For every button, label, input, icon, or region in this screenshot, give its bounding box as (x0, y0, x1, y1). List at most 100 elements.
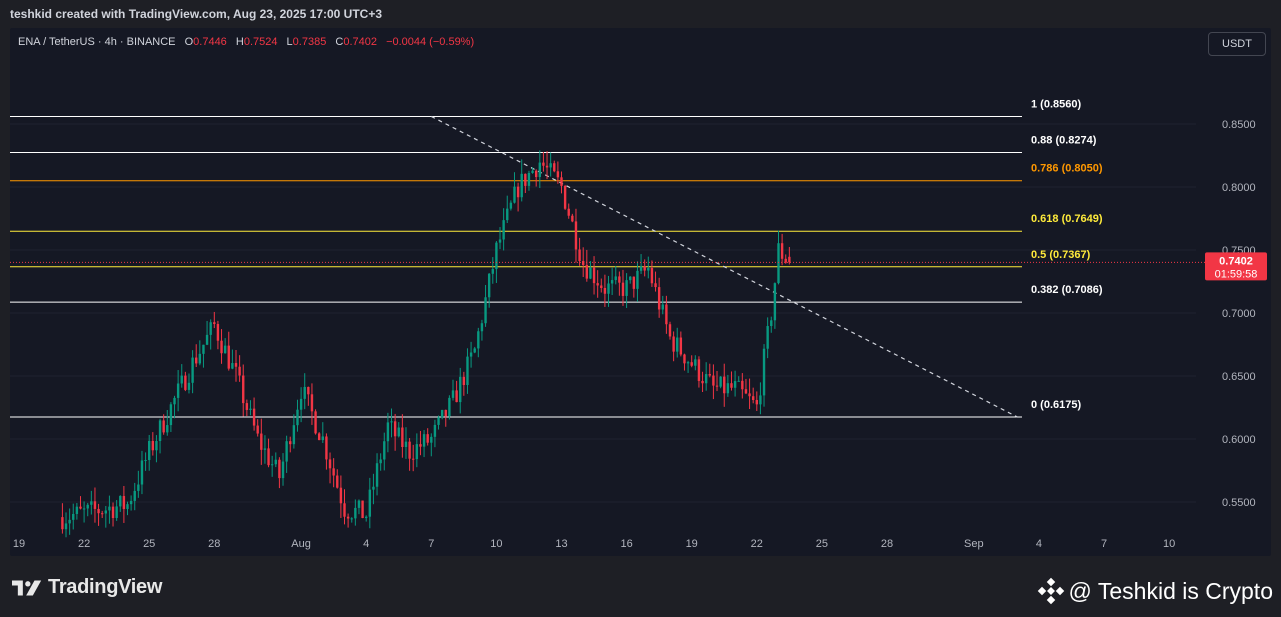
candle-body[interactable] (162, 420, 165, 433)
candle-body[interactable] (289, 441, 292, 445)
candle-body[interactable] (723, 376, 726, 394)
candle-body[interactable] (173, 397, 176, 405)
candle-body[interactable] (719, 376, 722, 387)
candle-body[interactable] (448, 397, 451, 417)
candle-body[interactable] (151, 440, 155, 451)
candle-body[interactable] (372, 486, 375, 490)
candle-body[interactable] (213, 322, 216, 325)
candle-body[interactable] (542, 162, 545, 166)
candle-body[interactable] (480, 323, 484, 332)
candle-body[interactable] (129, 500, 133, 505)
candle-body[interactable] (477, 331, 480, 349)
candle-body[interactable] (491, 269, 494, 274)
candle-body[interactable] (621, 282, 625, 296)
candle-body[interactable] (600, 285, 603, 289)
candle-body[interactable] (419, 444, 422, 447)
candle-body[interactable] (534, 170, 538, 178)
currency-button[interactable]: USDT (1208, 32, 1266, 56)
candle-body[interactable] (686, 362, 690, 364)
candle-body[interactable] (397, 427, 400, 437)
candle-body[interactable] (375, 463, 379, 487)
candle-body[interactable] (444, 409, 447, 417)
candle-body[interactable] (285, 441, 288, 462)
candle-body[interactable] (607, 283, 610, 294)
candle-body[interactable] (524, 173, 527, 186)
candle-body[interactable] (97, 508, 100, 514)
candle-body[interactable] (701, 380, 704, 384)
candle-body[interactable] (180, 375, 183, 384)
candle-body[interactable] (260, 433, 263, 450)
candle-body[interactable] (249, 408, 252, 410)
candle-body[interactable] (126, 504, 129, 509)
candle-body[interactable] (108, 506, 111, 511)
candle-body[interactable] (68, 519, 71, 524)
candle-body[interactable] (679, 337, 683, 355)
candle-body[interactable] (654, 283, 657, 288)
candle-body[interactable] (90, 501, 93, 505)
candle-body[interactable] (766, 326, 769, 349)
candle-body[interactable] (665, 304, 668, 325)
candle-body[interactable] (216, 324, 220, 341)
candle-body[interactable] (332, 468, 335, 476)
candle-body[interactable] (307, 386, 310, 395)
candle-body[interactable] (365, 516, 368, 519)
candle-body[interactable] (361, 500, 364, 519)
candle-body[interactable] (788, 256, 791, 263)
candle-body[interactable] (487, 273, 491, 298)
candle-body[interactable] (697, 359, 701, 381)
candle-body[interactable] (430, 436, 433, 443)
candle-body[interactable] (744, 389, 748, 394)
candle-body[interactable] (242, 375, 245, 404)
candle-body[interactable] (72, 513, 75, 520)
candle-body[interactable] (336, 475, 339, 488)
candle-body[interactable] (531, 170, 534, 173)
candle-body[interactable] (639, 266, 643, 271)
candle-body[interactable] (513, 186, 516, 203)
current-price-badge[interactable] (1205, 252, 1267, 281)
candle-body[interactable] (383, 441, 386, 460)
candle-body[interactable] (346, 516, 350, 519)
candle-body[interactable] (704, 374, 708, 384)
candle-body[interactable] (730, 383, 733, 388)
candle-body[interactable] (657, 287, 661, 310)
candle-body[interactable] (545, 165, 549, 168)
candle-body[interactable] (661, 304, 664, 310)
candle-body[interactable] (502, 220, 505, 240)
candle-body[interactable] (469, 352, 473, 357)
candle-body[interactable] (650, 267, 654, 284)
candle-body[interactable] (647, 267, 650, 271)
candle-body[interactable] (368, 489, 372, 517)
candle-body[interactable] (166, 425, 169, 433)
candle-body[interactable] (495, 242, 498, 270)
candle-body[interactable] (629, 276, 632, 281)
candle-body[interactable] (82, 508, 86, 510)
candle-body[interactable] (245, 403, 249, 410)
candle-body[interactable] (86, 504, 89, 509)
candle-body[interactable] (299, 398, 303, 410)
candle-body[interactable] (708, 374, 711, 376)
candle-body[interactable] (636, 270, 639, 289)
candle-body[interactable] (140, 460, 144, 485)
candle-body[interactable] (473, 348, 476, 353)
candle-body[interactable] (325, 436, 328, 460)
candle-body[interactable] (184, 375, 187, 390)
candle-body[interactable] (404, 441, 408, 448)
candle-body[interactable] (451, 390, 455, 398)
candle-body[interactable] (672, 336, 675, 352)
candle-body[interactable] (234, 363, 238, 367)
candle-body[interactable] (422, 434, 426, 447)
candle-body[interactable] (762, 348, 766, 396)
candle-body[interactable] (104, 510, 107, 514)
candle-body[interactable] (751, 396, 755, 401)
candle-body[interactable] (455, 390, 458, 403)
candle-body[interactable] (440, 409, 444, 418)
candle-body[interactable] (119, 496, 122, 507)
candle-body[interactable] (509, 202, 513, 209)
candle-body[interactable] (357, 500, 361, 508)
price-chart[interactable]: 0.55000.60000.65000.70000.75000.80000.85… (0, 0, 1281, 560)
candle-body[interactable] (574, 221, 578, 250)
candle-body[interactable] (426, 434, 429, 443)
candle-body[interactable] (585, 264, 589, 279)
candle-body[interactable] (314, 411, 317, 434)
candle-body[interactable] (549, 163, 552, 168)
